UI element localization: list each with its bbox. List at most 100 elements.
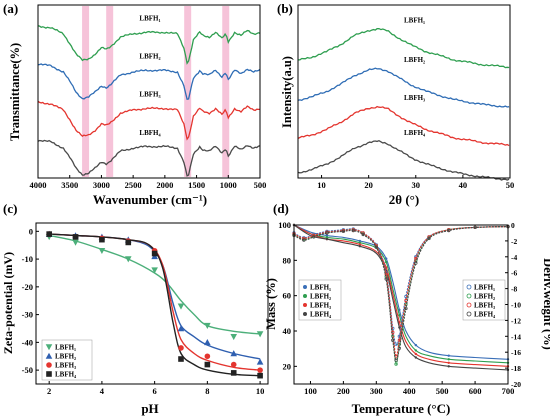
legend-label: LBFH₄	[310, 311, 332, 319]
mass-marker	[398, 320, 401, 324]
xrd-series-label: LBFH₁	[404, 16, 425, 24]
derivative-marker	[302, 236, 306, 241]
mass-marker	[325, 234, 329, 237]
y-tick-label-left: 20	[283, 361, 292, 371]
ftir-series-labels: LBFH₁ LBFH₂ LBFH₃ LBFH₄	[139, 15, 161, 137]
y-axis-label: Intensity(a.u)	[280, 56, 294, 128]
x-tick-label: 40	[459, 180, 468, 190]
mass-curves	[292, 223, 510, 372]
y-tick-label-right: -6	[511, 269, 517, 278]
derivative-curves	[292, 224, 510, 366]
data-point	[178, 356, 184, 362]
data-point	[99, 236, 105, 243]
plot-frame	[297, 4, 511, 179]
derivative-marker	[414, 261, 418, 265]
data-point	[45, 344, 53, 351]
derivative-marker	[394, 342, 398, 346]
highlight-band	[184, 6, 192, 177]
derivative-marker	[325, 231, 329, 235]
derivative-marker	[384, 277, 388, 281]
plot-frame	[35, 222, 269, 385]
derivative-marker	[394, 362, 398, 366]
legend-label: LBFH₁	[55, 344, 76, 352]
xrd-panel: LBFH₁ LBFH₂ LBFH₃ LBFH₄ 10 20 30 40 50 2θ (°) I…	[280, 4, 514, 207]
data-point	[230, 361, 237, 368]
x-tick-label: 500	[254, 180, 267, 190]
data-point	[257, 367, 263, 373]
y-tick-label: -10	[22, 254, 33, 264]
y-tick-label-right: -14	[511, 332, 521, 341]
legend-label: LBFH₁	[310, 284, 331, 292]
data-point	[204, 322, 211, 330]
legend-label: LBFH₂	[310, 293, 331, 301]
ftir-series-label: LBFH₂	[139, 53, 160, 61]
y-tick-label-left: 100	[278, 220, 291, 230]
axis-ticks: 100 200 300 400 500 600 700 20 40 60 80 100 0 -2 -4 -6 -…	[278, 220, 521, 396]
xrd-series-line	[297, 27, 510, 69]
derivative-marker	[341, 229, 346, 234]
legend-label: LBFH₂	[474, 293, 495, 301]
ftir-series-line	[37, 139, 261, 177]
legend-marker	[303, 285, 307, 289]
legend-label: LBFH₂	[55, 353, 76, 361]
zeta-data-points	[45, 230, 264, 379]
panel-label-d: (d)	[273, 201, 289, 216]
x-axis-ticks: 10 20 30 40 50	[317, 175, 514, 190]
x-tick-label: 100	[304, 386, 317, 396]
mass-marker	[447, 358, 450, 361]
data-point	[178, 345, 184, 351]
y-axis-label: Transmittance(%)	[8, 43, 22, 141]
x-tick-label: 1000	[220, 180, 237, 190]
legend-marker	[466, 284, 472, 290]
derivative-marker	[312, 235, 316, 239]
ftir-series-line	[37, 25, 261, 65]
derivative-marker	[447, 228, 451, 233]
data-point	[230, 334, 238, 341]
axis-ticks: 2 4 6 8 10 0 -10 -20 -30 -40 -50	[22, 226, 265, 396]
mass-marker	[447, 354, 450, 357]
x-axis-ticks: 4000 3500 3000 2500 2000 1500 1000 500	[30, 175, 267, 190]
data-point	[46, 371, 52, 377]
x-tick-label: 10	[256, 386, 265, 396]
mass-marker	[384, 260, 388, 264]
y-tick-label-right: -10	[511, 301, 521, 310]
xrd-series-label: LBFH₄	[404, 129, 426, 137]
mass-marker	[414, 356, 418, 359]
x-axis-label: pH	[141, 401, 158, 416]
y-tick-label-right: -18	[511, 364, 521, 373]
mass-marker	[447, 365, 450, 368]
mass-marker	[358, 239, 362, 243]
data-point	[124, 256, 132, 263]
x-tick-label: 4	[100, 386, 105, 396]
x-axis-label: Temperature (°C)	[352, 401, 451, 416]
x-tick-label: 2	[47, 386, 51, 396]
data-point	[72, 239, 79, 246]
legend-marker	[466, 302, 472, 308]
y-tick-label: 0	[29, 226, 33, 236]
data-point	[204, 353, 211, 360]
xrd-series-line	[297, 139, 510, 181]
ftir-panel: LBFH₁ LBFH₂ LBFH₃ LBFH₄ 4000 3500 3000 2500 200…	[8, 4, 267, 207]
ftir-series-label: LBFH₃	[139, 91, 160, 99]
x-tick-label: 3500	[61, 180, 78, 190]
derivative-marker	[384, 272, 388, 276]
data-point	[151, 267, 158, 274]
highlight-bands	[82, 6, 230, 177]
mass-marker	[325, 237, 329, 241]
mass-marker	[398, 313, 401, 317]
legend-label: LBFH₃	[310, 302, 331, 310]
xrd-series-labels: LBFH₁ LBFH₂ LBFH₃ LBFH₄	[404, 16, 426, 136]
mass-marker	[414, 352, 418, 356]
data-point	[45, 352, 53, 359]
mass-marker	[398, 308, 401, 311]
data-point	[125, 239, 132, 246]
data-point	[256, 331, 264, 338]
y-tick-label-right: -12	[511, 316, 521, 325]
x-tick-label: 20	[364, 180, 373, 190]
x-axis-label: 2θ (°)	[389, 192, 419, 207]
x-tick-label: 2000	[156, 180, 173, 190]
mass-marker	[358, 245, 362, 248]
legend-marker	[303, 303, 307, 307]
derivative-marker	[374, 245, 378, 249]
